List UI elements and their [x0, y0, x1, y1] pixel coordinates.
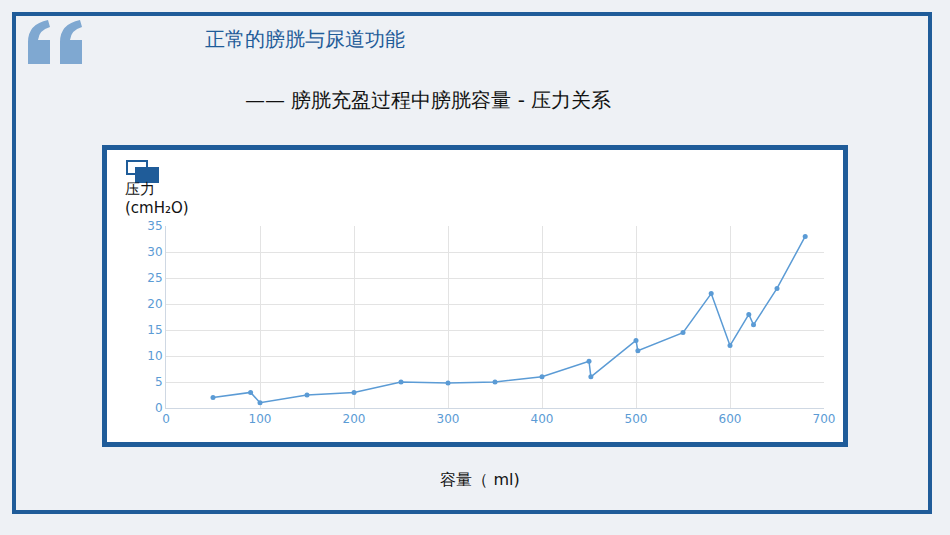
svg-text:100: 100 [249, 412, 272, 426]
html-text:—— 膀胱充盈过程中膀胱容量 - 压力关系: —— 膀胱充盈过程中膀胱容量 - 压力关系 [245, 88, 612, 112]
svg-text:35: 35 [147, 219, 162, 233]
svg-text:400: 400 [531, 412, 554, 426]
svg-text:25: 25 [147, 271, 162, 285]
svg-text:5: 5 [155, 375, 163, 389]
svg-text:0: 0 [162, 412, 170, 426]
html-text:容量（ ml): 容量（ ml) [440, 470, 520, 489]
svg-text:15: 15 [147, 323, 162, 337]
html-text:正常的膀胱与尿道功能: 正常的膀胱与尿道功能 [205, 27, 405, 51]
svg-text:20: 20 [147, 297, 162, 311]
html-text:(cmH₂O): (cmH₂O) [125, 199, 189, 217]
svg-text:300: 300 [437, 412, 460, 426]
svg-text:600: 600 [719, 412, 742, 426]
svg-text:0: 0 [155, 401, 163, 415]
svg-text:500: 500 [625, 412, 648, 426]
svg-text:200: 200 [343, 412, 366, 426]
svg-text:700: 700 [813, 412, 836, 426]
svg-text:30: 30 [147, 245, 162, 259]
html-text:压力: 压力 [125, 180, 155, 198]
svg-text:10: 10 [147, 349, 162, 363]
